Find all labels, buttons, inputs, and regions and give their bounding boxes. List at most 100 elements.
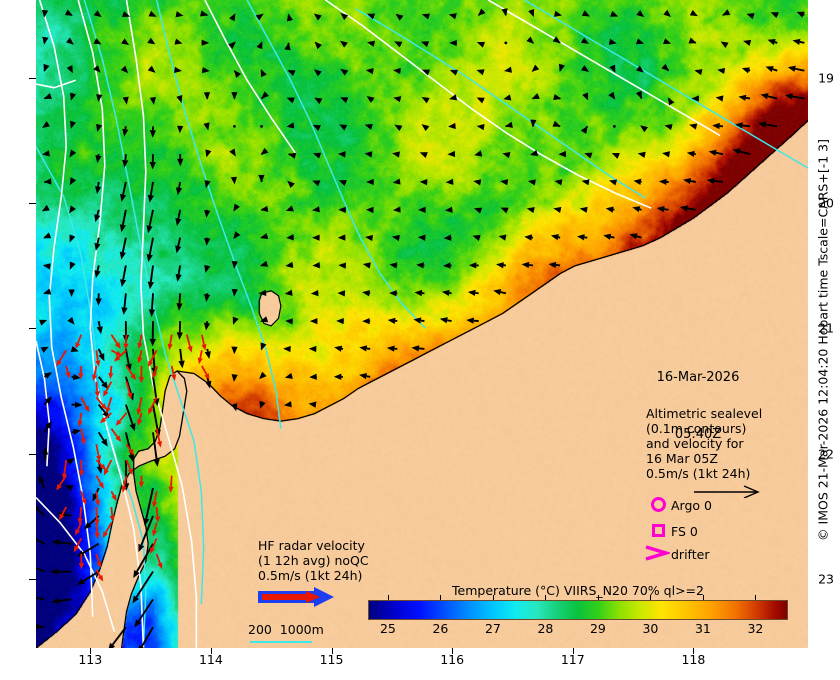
velocity-vector <box>359 345 371 352</box>
velocity-vector <box>466 317 479 324</box>
velocity-vector <box>258 174 265 183</box>
velocity-vector <box>312 124 321 131</box>
velocity-vector <box>472 234 481 241</box>
velocity-vector <box>94 506 100 526</box>
velocity-vector <box>421 96 430 104</box>
velocity-vector <box>147 349 158 368</box>
velocity-vector <box>738 94 751 101</box>
sealevel-contour-1 <box>77 0 145 648</box>
velocity-vector <box>394 41 403 48</box>
velocity-vector <box>580 125 589 134</box>
velocity-vector <box>312 206 320 213</box>
velocity-vector <box>43 372 53 379</box>
map-vector-layer <box>36 0 808 648</box>
velocity-vector <box>531 64 540 72</box>
velocity-vector <box>392 206 401 213</box>
velocity-vector <box>683 177 696 185</box>
velocity-vector <box>286 122 295 129</box>
velocity-vector <box>312 234 320 241</box>
map-plot-area[interactable] <box>36 0 808 648</box>
velocity-vector <box>91 365 98 382</box>
velocity-vector <box>715 95 724 102</box>
velocity-vector <box>233 124 236 128</box>
velocity-vector <box>36 623 45 630</box>
velocity-vector <box>43 178 52 185</box>
velocity-vector <box>125 459 133 475</box>
x-tick-label-5: 118 <box>681 652 706 667</box>
velocity-vector <box>340 97 349 104</box>
velocity-vector <box>552 120 561 128</box>
velocity-vector <box>170 365 177 381</box>
velocity-vector <box>260 342 267 351</box>
velocity-vector <box>105 397 113 414</box>
velocity-vector <box>205 149 212 158</box>
velocity-vector <box>96 320 103 335</box>
velocity-vector <box>474 150 483 157</box>
velocity-vector <box>362 262 371 269</box>
velocity-vector <box>138 515 154 553</box>
x-tick-mark <box>693 648 695 654</box>
velocity-vector <box>39 319 48 326</box>
velocity-vector <box>530 119 537 128</box>
velocity-vector <box>122 96 129 105</box>
velocity-vector <box>337 151 346 158</box>
velocity-vector <box>449 94 458 101</box>
velocity-vector <box>120 65 129 74</box>
colorbar-tick-label-7: 32 <box>747 621 764 636</box>
colorbar-tick <box>545 595 547 600</box>
velocity-vector <box>664 124 673 131</box>
velocity-vector <box>260 205 269 212</box>
velocity-vector <box>503 94 512 101</box>
x-tick-label-3: 116 <box>440 652 465 667</box>
legend-label-argo: Argo 0 <box>671 498 712 513</box>
velocity-vector <box>229 148 236 157</box>
velocity-vector <box>504 121 513 128</box>
velocity-vector <box>366 13 376 20</box>
velocity-vector <box>468 262 479 269</box>
colorbar[interactable]: 25 26 27 28 29 30 31 32 <box>368 595 788 636</box>
velocity-vector <box>110 428 122 442</box>
velocity-vector <box>41 204 50 212</box>
velocity-vector <box>286 234 294 241</box>
velocity-vector <box>110 334 121 349</box>
colorbar-tick-label-2: 27 <box>484 621 501 636</box>
velocity-vector <box>66 458 75 465</box>
velocity-vector <box>43 420 52 433</box>
velocity-vector <box>337 290 346 297</box>
velocity-vector <box>582 92 589 101</box>
velocity-vector <box>80 428 86 446</box>
velocity-vector <box>416 262 425 269</box>
velocity-vector <box>176 95 183 104</box>
velocity-vector <box>260 124 263 128</box>
velocity-vector <box>528 9 535 18</box>
velocity-vector <box>177 125 184 134</box>
velocity-vector <box>97 431 108 447</box>
velocity-vector <box>121 38 130 46</box>
velocity-vector <box>40 346 49 353</box>
velocity-vector <box>97 376 109 390</box>
velocity-vector <box>178 348 185 369</box>
sealevel-contour-5 <box>325 0 652 209</box>
velocity-vector <box>176 321 183 340</box>
velocity-vector <box>792 38 805 45</box>
velocity-vector <box>115 412 128 426</box>
velocity-vector <box>603 233 615 240</box>
velocity-vector <box>760 93 778 100</box>
velocity-vector <box>553 206 562 214</box>
sealevel-contour-0 <box>38 0 94 617</box>
velocity-vector <box>476 41 486 48</box>
velocity-vector <box>167 334 173 351</box>
velocity-vector <box>548 261 561 269</box>
velocity-vector <box>175 11 184 18</box>
velocity-vector <box>43 232 52 239</box>
velocity-vector <box>147 181 154 203</box>
velocity-vector <box>78 553 85 570</box>
velocity-vector <box>445 178 454 186</box>
velocity-vector <box>56 475 67 491</box>
bathymetry-legend-text: 200 1000m <box>248 622 324 637</box>
velocity-vector <box>119 209 127 233</box>
velocity-vector <box>96 123 103 132</box>
velocity-vector <box>473 207 483 214</box>
velocity-vector <box>232 316 239 325</box>
